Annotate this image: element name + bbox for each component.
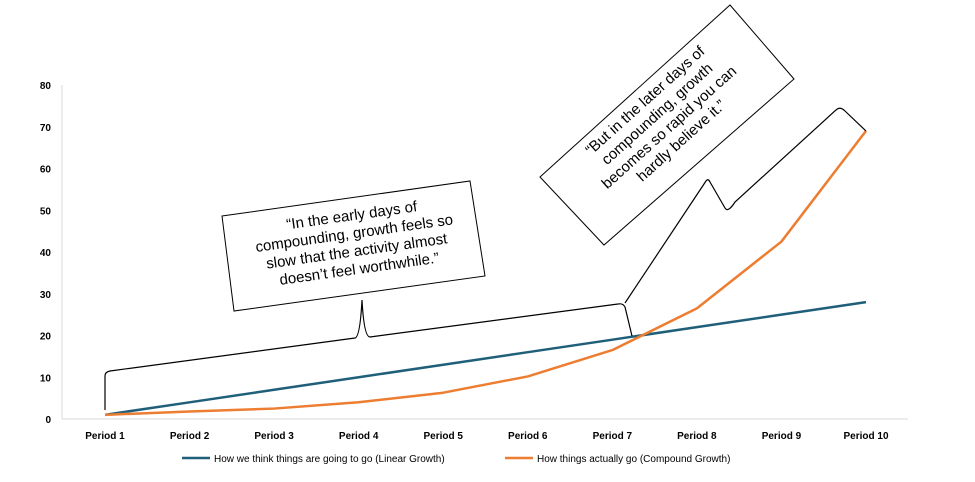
series-lines [104, 130, 867, 417]
y-tick-label: 40 [40, 248, 52, 259]
series-line-linear [104, 300, 867, 417]
y-tick-label: 60 [40, 165, 52, 176]
series-line-compound [104, 130, 867, 417]
legend: How we think things are going to go (Lin… [182, 454, 730, 465]
callout-early-box [221, 180, 486, 312]
x-tick-label: Period 10 [843, 431, 888, 442]
y-tick-labels: 0 10 20 30 40 50 60 70 80 [40, 81, 52, 426]
x-tick-label: Period 8 [677, 431, 717, 442]
y-tick-label: 70 [40, 123, 52, 134]
callout-late: “But in the later days ofcompounding, gr… [539, 4, 795, 246]
y-tick-label: 20 [40, 332, 52, 343]
x-tick-label: Period 6 [508, 431, 548, 442]
y-tick-label: 50 [40, 206, 52, 217]
x-tick-label: Period 9 [762, 431, 802, 442]
callout-early: “In the early days ofcompounding, growth… [221, 180, 486, 312]
x-tick-label: Period 2 [170, 431, 210, 442]
early-bracket [104, 299, 633, 410]
callout-late-box [539, 4, 795, 246]
y-tick-label: 80 [40, 81, 52, 92]
late-bracket [624, 107, 867, 304]
x-tick-label: Period 5 [423, 431, 463, 442]
x-tick-label: Period 4 [339, 431, 379, 442]
legend-label-linear: How we think things are going to go (Lin… [214, 454, 445, 465]
x-tick-labels: Period 1 Period 2 Period 3 Period 4 Period 5… [85, 431, 889, 442]
x-tick-label: Period 7 [593, 431, 633, 442]
x-tick-label: Period 3 [254, 431, 294, 442]
y-tick-label: 0 [45, 415, 51, 426]
y-tick-label: 30 [40, 290, 52, 301]
legend-label-compound: How things actually go (Compound Growth) [537, 454, 730, 465]
x-tick-label: Period 1 [85, 431, 125, 442]
y-tick-label: 10 [40, 373, 52, 384]
